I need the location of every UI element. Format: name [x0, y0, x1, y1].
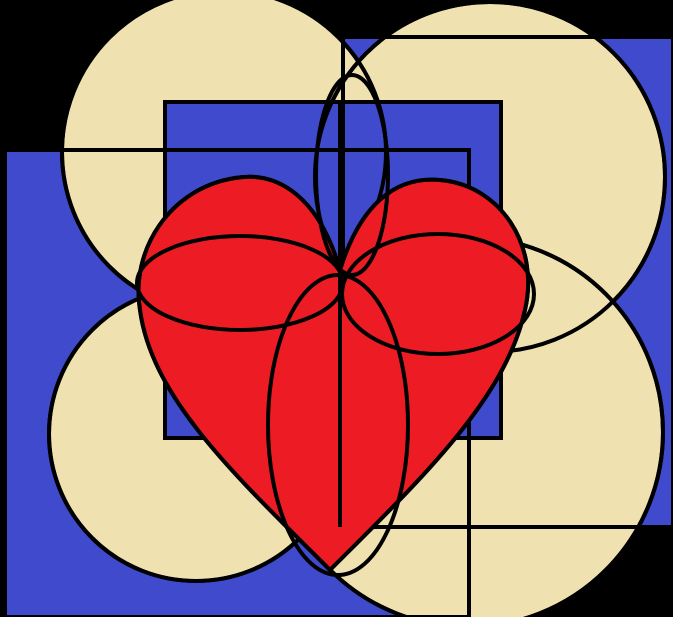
heart-outline: [136, 174, 531, 573]
petal-top: [314, 73, 390, 277]
